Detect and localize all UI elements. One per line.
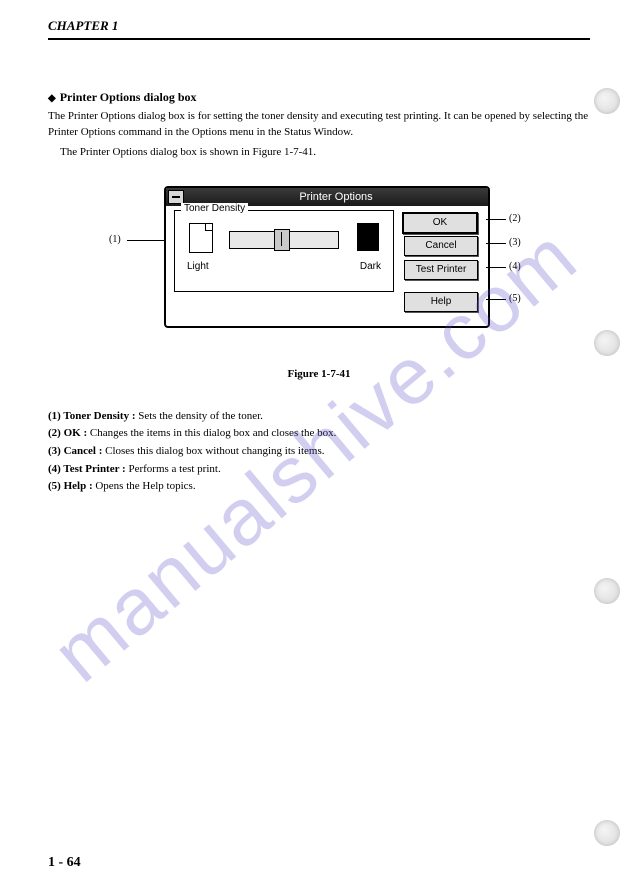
def-1-label: (1) Toner Density : (48, 410, 136, 422)
toner-density-label: Toner Density (181, 203, 248, 214)
def-1: (1) Toner Density : Sets the density of … (48, 408, 590, 426)
def-5-label: (5) Help : (48, 480, 93, 492)
dialog-title: Printer Options (184, 191, 488, 203)
callout-4-line (486, 267, 506, 268)
cancel-button[interactable]: Cancel (404, 236, 478, 256)
slider-thumb[interactable] (274, 229, 290, 251)
punch-hole-icon (594, 330, 620, 356)
def-2-label: (2) OK : (48, 427, 87, 439)
dark-label: Dark (360, 261, 381, 272)
light-page-icon (189, 223, 213, 253)
punch-hole-icon (594, 820, 620, 846)
def-3-text: Closes this dialog box without changing … (102, 445, 324, 457)
chapter-header: CHAPTER 1 (48, 18, 590, 40)
def-1-text: Sets the density of the toner. (136, 410, 263, 422)
callout-1: (1) (109, 234, 121, 245)
callout-4: (4) (509, 261, 521, 272)
callout-2: (2) (509, 213, 521, 224)
callout-5-line (486, 299, 506, 300)
callout-3: (3) (509, 237, 521, 248)
def-3: (3) Cancel : Closes this dialog box with… (48, 443, 590, 461)
intro-paragraph-2: The Printer Options dialog box is shown … (60, 145, 590, 161)
dark-page-icon (357, 223, 379, 251)
callout-5: (5) (509, 293, 521, 304)
callout-2-line (486, 219, 506, 220)
def-4: (4) Test Printer : Performs a test print… (48, 461, 590, 479)
intro-paragraph-1: The Printer Options dialog box is for se… (48, 109, 590, 141)
punch-hole-icon (594, 88, 620, 114)
callout-3-line (486, 243, 506, 244)
def-5-text: Opens the Help topics. (93, 480, 196, 492)
section-title-text: Printer Options dialog box (60, 90, 197, 104)
diamond-bullet: ◆ (48, 93, 56, 104)
density-slider[interactable] (229, 231, 339, 249)
def-2-text: Changes the items in this dialog box and… (87, 427, 336, 439)
def-3-label: (3) Cancel : (48, 445, 102, 457)
dialog-figure: (1) Printer Options Toner Density Light … (109, 186, 529, 346)
def-5: (5) Help : Opens the Help topics. (48, 478, 590, 496)
figure-caption: Figure 1-7-41 (48, 368, 590, 380)
light-label: Light (187, 261, 209, 272)
help-button[interactable]: Help (404, 292, 478, 312)
def-4-text: Performs a test print. (126, 463, 221, 475)
page-number: 1 - 64 (48, 855, 81, 871)
def-4-label: (4) Test Printer : (48, 463, 126, 475)
test-printer-button[interactable]: Test Printer (404, 260, 478, 280)
printer-options-dialog: Printer Options Toner Density Light Dark… (164, 186, 490, 328)
punch-hole-icon (594, 578, 620, 604)
toner-density-group: Toner Density Light Dark (174, 210, 394, 292)
section-title: ◆ Printer Options dialog box (48, 90, 590, 105)
ok-button[interactable]: OK (402, 212, 478, 234)
system-menu-icon[interactable] (168, 190, 184, 204)
dialog-body: Toner Density Light Dark OK Cancel Test … (166, 206, 488, 326)
definitions-list: (1) Toner Density : Sets the density of … (48, 408, 590, 496)
def-2: (2) OK : Changes the items in this dialo… (48, 425, 590, 443)
